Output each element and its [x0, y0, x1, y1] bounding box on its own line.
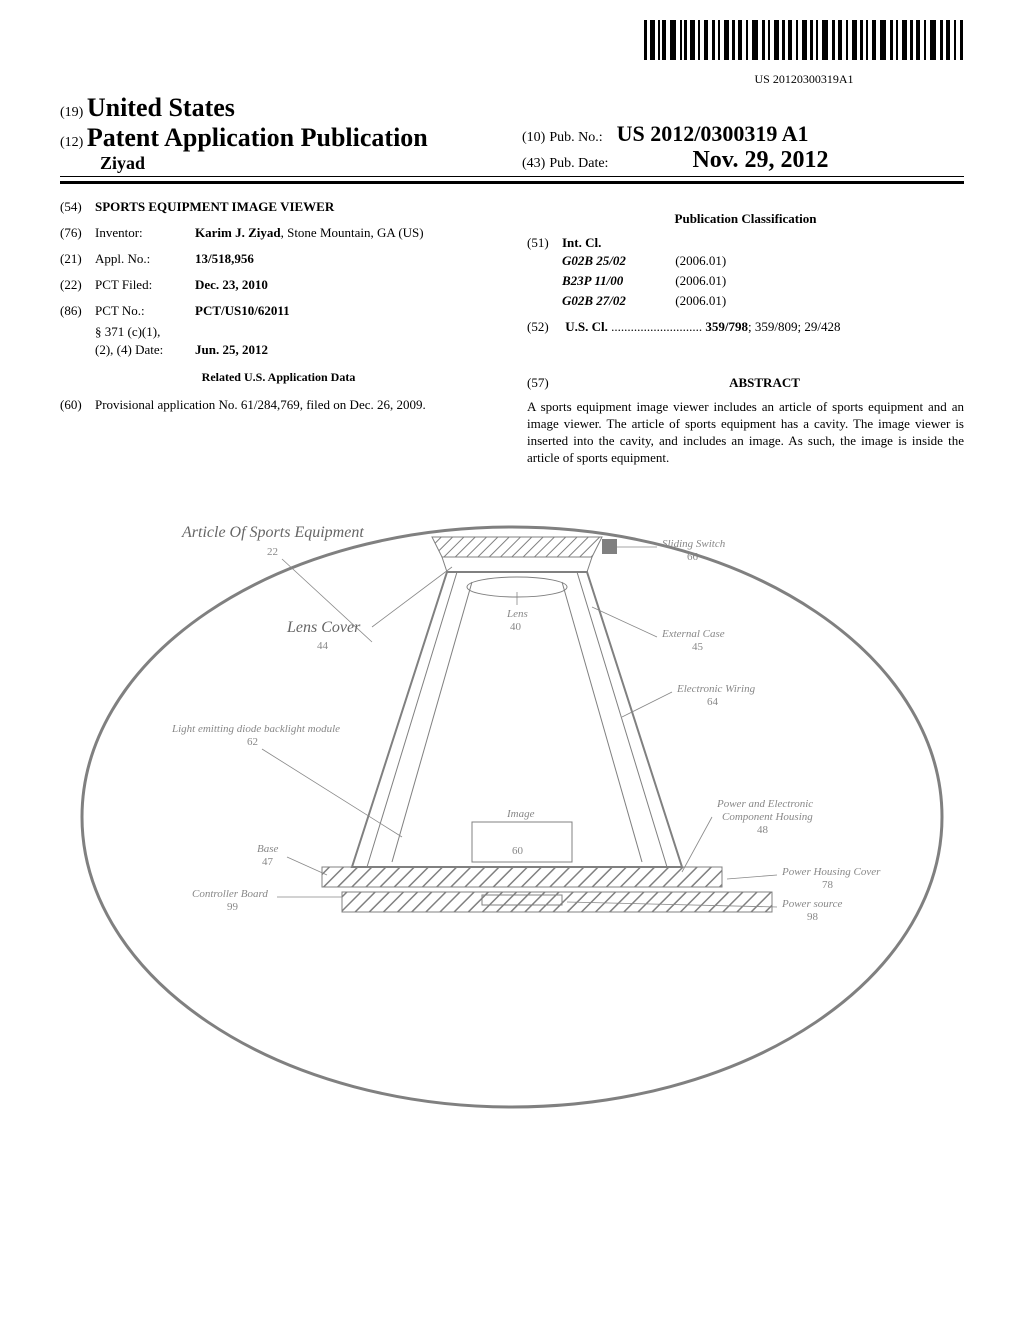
applno-label: Appl. No.: — [95, 251, 195, 267]
label-lens-cover-num: 44 — [317, 640, 329, 652]
provisional-text: Provisional application No. 61/284,769, … — [95, 397, 497, 413]
pctfiled-num: (22) — [60, 277, 95, 293]
label-led-num: 62 — [247, 736, 258, 748]
divider-thick — [60, 181, 964, 184]
related-heading: Related U.S. Application Data — [60, 370, 497, 385]
abstract-text: A sports equipment image viewer includes… — [527, 399, 964, 467]
class-code: G02B 25/02 — [562, 253, 672, 269]
barcode-bars — [644, 20, 963, 60]
content-columns: (54) SPORTS EQUIPMENT IMAGE VIEWER (76) … — [60, 199, 964, 467]
pctfiled-value: Dec. 23, 2010 — [195, 277, 497, 293]
title-num: (54) — [60, 199, 95, 215]
pubno-num: (10) — [522, 130, 545, 145]
label-power-housing-num: 48 — [757, 824, 769, 836]
s371-label: § 371 (c)(1), — [95, 324, 195, 340]
label-controller: Controller Board — [192, 888, 268, 900]
provisional-num: (60) — [60, 397, 95, 413]
barcode-number: US 20120300319A1 — [644, 72, 964, 87]
sliding-switch-shape — [602, 539, 617, 554]
applno-num: (21) — [60, 251, 95, 267]
pubno-label: Pub. No.: — [549, 130, 602, 145]
divider — [60, 176, 964, 177]
inventor-num: (76) — [60, 225, 95, 241]
class-row: B23P 11/00 (2006.01) — [562, 273, 964, 289]
label-base-num: 47 — [262, 856, 274, 868]
left-column: (54) SPORTS EQUIPMENT IMAGE VIEWER (76) … — [60, 199, 497, 467]
label-article: Article Of Sports Equipment — [181, 524, 364, 541]
class-year: (2006.01) — [675, 273, 726, 289]
right-column: Publication Classification (51) Int. Cl.… — [527, 199, 964, 467]
inventor-loc: , Stone Mountain, GA (US) — [281, 225, 424, 240]
pctfiled-label: PCT Filed: — [95, 277, 195, 293]
pctno-label: PCT No.: — [95, 303, 195, 319]
label-controller-num: 99 — [227, 901, 239, 913]
country-num: (19) — [60, 105, 83, 120]
label-power-cover-num: 78 — [822, 879, 834, 891]
author-line: Ziyad — [60, 153, 502, 174]
pubdate-num: (43) — [522, 156, 545, 171]
s371-date-label: (2), (4) Date: — [95, 342, 195, 358]
label-external-case-num: 45 — [692, 641, 704, 653]
inventor-value: Karim J. Ziyad, Stone Mountain, GA (US) — [195, 225, 497, 241]
pubdate-label: Pub. Date: — [549, 156, 608, 171]
svg-text:Component Housing: Component Housing — [722, 811, 813, 823]
abstract-heading: ABSTRACT — [566, 375, 963, 391]
class-row: G02B 27/02 (2006.01) — [562, 293, 964, 309]
pctno-value: PCT/US10/62011 — [195, 303, 497, 319]
uscl-num: (52) — [527, 319, 562, 335]
header-row: (19) United States (12) Patent Applicati… — [60, 93, 964, 174]
pub-title: Patent Application Publication — [87, 123, 428, 152]
label-article-num: 22 — [267, 546, 278, 558]
barcode-section: US 20120300319A1 — [60, 20, 964, 88]
uscl-label: U.S. Cl. — [565, 319, 608, 334]
class-code: G02B 27/02 — [562, 293, 672, 309]
label-sliding-switch-num: 66 — [687, 551, 699, 563]
inventor-label: Inventor: — [95, 225, 195, 241]
label-power-source: Power source — [781, 898, 843, 910]
label-led: Light emitting diode backlight module — [171, 723, 340, 735]
abstract-num: (57) — [527, 375, 562, 391]
label-lens-num: 40 — [510, 621, 522, 633]
pubdate-value: Nov. 29, 2012 — [692, 147, 828, 173]
label-base: Base — [257, 843, 279, 855]
country: United States — [87, 93, 235, 122]
label-external-case: External Case — [661, 628, 725, 640]
uscl-rest: ; 359/809; 29/428 — [748, 319, 840, 334]
patent-figure: Article Of Sports Equipment 22 Lens Cove… — [60, 497, 964, 1137]
label-sliding-switch: Sliding Switch — [662, 538, 726, 550]
pctno-num: (86) — [60, 303, 95, 319]
inventor-name: Karim J. Ziyad — [195, 225, 281, 240]
label-power-housing: Power and Electronic — [716, 798, 813, 810]
class-year: (2006.01) — [675, 253, 726, 269]
class-year: (2006.01) — [675, 293, 726, 309]
intcl-label: Int. Cl. — [562, 235, 601, 251]
class-row: G02B 25/02 (2006.01) — [562, 253, 964, 269]
base-shape — [322, 867, 722, 887]
label-wiring-num: 64 — [707, 696, 719, 708]
barcode: US 20120300319A1 — [644, 20, 964, 87]
label-image-num: 60 — [512, 845, 524, 857]
label-power-cover: Power Housing Cover — [781, 866, 881, 878]
label-lens-cover: Lens Cover — [286, 619, 361, 636]
pub-num: (12) — [60, 135, 83, 150]
s371-date-value: Jun. 25, 2012 — [195, 342, 497, 358]
intcl-num: (51) — [527, 235, 562, 251]
figure-container: Article Of Sports Equipment 22 Lens Cove… — [60, 497, 964, 1142]
title-value: SPORTS EQUIPMENT IMAGE VIEWER — [95, 199, 334, 215]
label-image: Image — [506, 808, 535, 820]
label-power-source-num: 98 — [807, 911, 819, 923]
lens-cover-shape — [432, 537, 602, 557]
class-code: B23P 11/00 — [562, 273, 672, 289]
uscl-dots: ............................ — [611, 319, 705, 334]
uscl-bold: 359/798 — [705, 319, 748, 334]
label-wiring: Electronic Wiring — [676, 683, 756, 695]
applno-value: 13/518,956 — [195, 251, 497, 267]
pubno-value: US 2012/0300319 A1 — [617, 121, 809, 146]
classification-heading: Publication Classification — [527, 211, 964, 227]
label-lens: Lens — [506, 608, 528, 620]
